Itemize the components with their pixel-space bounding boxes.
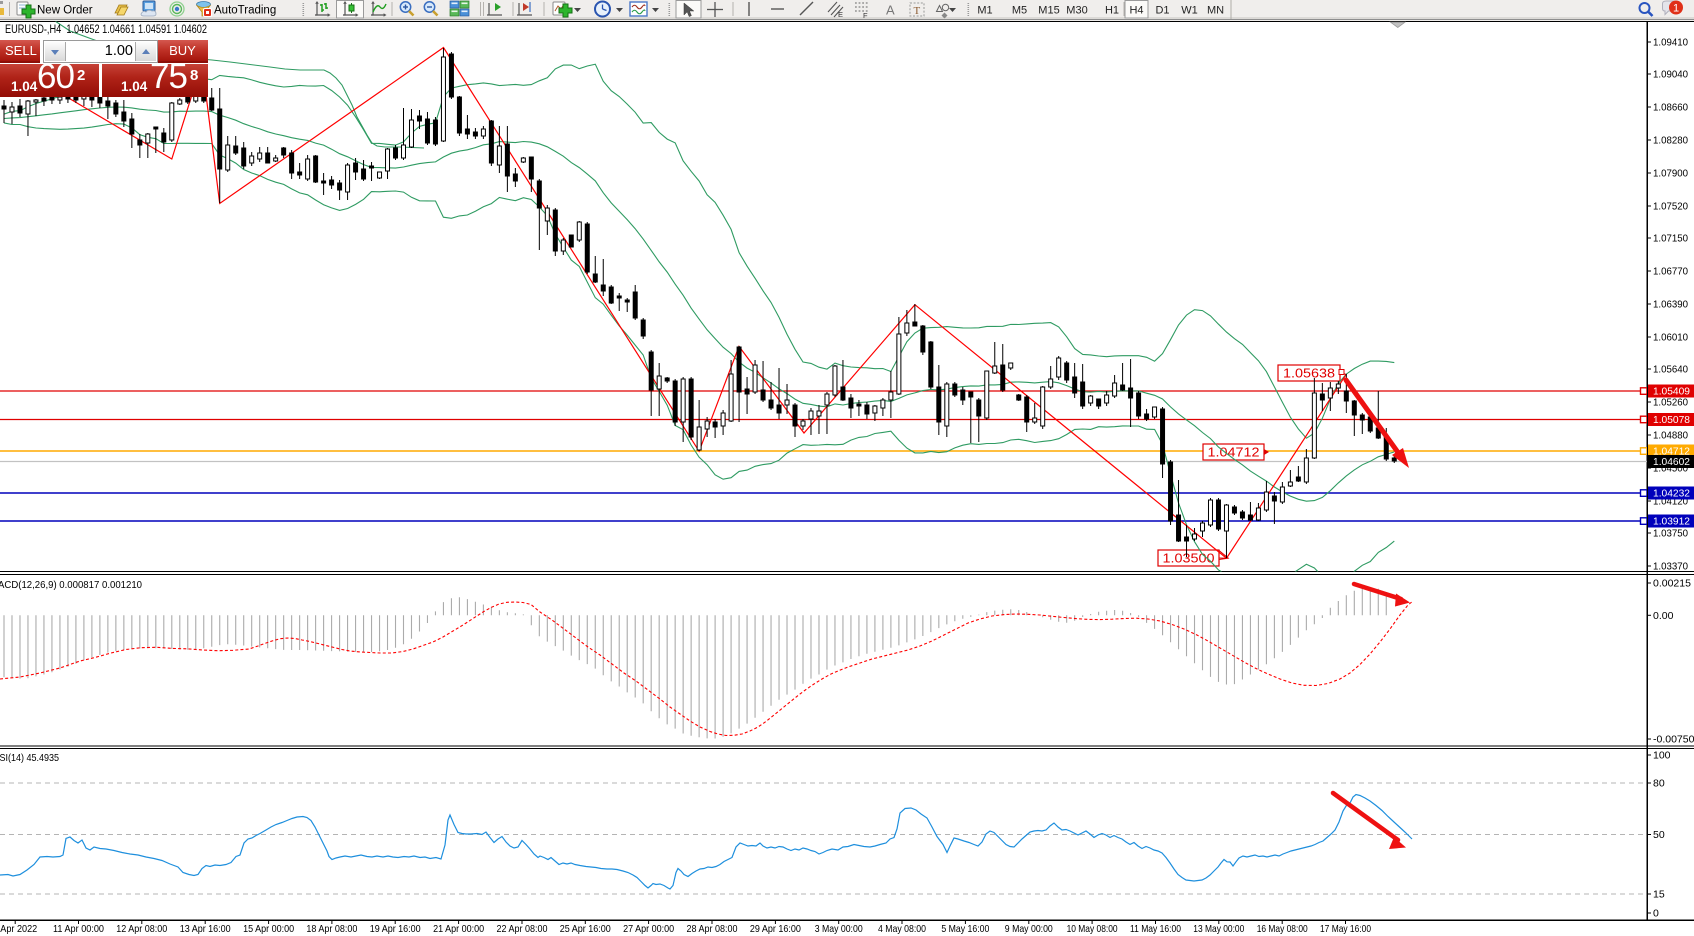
svg-text:T: T	[914, 5, 921, 17]
svg-text:0.00: 0.00	[1653, 610, 1674, 622]
svg-text:1.05640: 1.05640	[1653, 364, 1688, 376]
svg-text:10 May 08:00: 10 May 08:00	[1067, 924, 1118, 935]
svg-text:-0.007503: -0.007503	[1653, 734, 1694, 746]
svg-text:21 Apr 00:00: 21 Apr 00:00	[433, 924, 484, 935]
svg-text:11 Apr 00:00: 11 Apr 00:00	[53, 924, 104, 935]
svg-text:15 Apr 00:00: 15 Apr 00:00	[243, 924, 294, 935]
svg-text:8 Apr 2022: 8 Apr 2022	[0, 924, 37, 935]
svg-text:12 Apr 08:00: 12 Apr 08:00	[116, 924, 167, 935]
svg-text:1.09410: 1.09410	[1653, 37, 1688, 49]
svg-text:H1: H1	[1105, 5, 1119, 17]
svg-text:M15: M15	[1038, 5, 1059, 17]
svg-text:0: 0	[1653, 908, 1659, 920]
svg-text:RSI(14) 45.4935: RSI(14) 45.4935	[0, 752, 59, 764]
svg-text:1.03370: 1.03370	[1653, 561, 1688, 573]
svg-text:17 May 16:00: 17 May 16:00	[1320, 924, 1371, 935]
svg-text:0.00215: 0.00215	[1653, 578, 1691, 590]
svg-text:1.05078: 1.05078	[1653, 414, 1690, 426]
svg-text:A: A	[886, 3, 895, 18]
svg-text:1.07900: 1.07900	[1653, 168, 1688, 180]
svg-text:100: 100	[1653, 750, 1671, 762]
svg-text:1.07520: 1.07520	[1653, 201, 1688, 213]
svg-text:80: 80	[1653, 778, 1665, 790]
svg-text:1.03912: 1.03912	[1653, 516, 1690, 528]
svg-text:1.06010: 1.06010	[1653, 332, 1688, 344]
svg-text:1.09040: 1.09040	[1653, 69, 1688, 81]
svg-text:1.06390: 1.06390	[1653, 299, 1688, 311]
svg-text:EURUSD-,H4 1.04652 1.04661 1.: EURUSD-,H4 1.04652 1.04661 1.04591 1.046…	[5, 24, 207, 36]
svg-text:E: E	[838, 10, 843, 19]
svg-text:M5: M5	[1012, 5, 1027, 17]
svg-text:1.04232: 1.04232	[1653, 488, 1690, 500]
svg-text:1: 1	[1673, 3, 1679, 15]
svg-text:AutoTrading: AutoTrading	[214, 5, 276, 17]
svg-text:28 Apr 08:00: 28 Apr 08:00	[687, 924, 738, 935]
svg-text:16 May 08:00: 16 May 08:00	[1257, 924, 1308, 935]
svg-text:1.04712: 1.04712	[1208, 445, 1260, 460]
svg-text:22 Apr 08:00: 22 Apr 08:00	[497, 924, 548, 935]
svg-text:1.08660: 1.08660	[1653, 102, 1688, 114]
svg-text:1.03750: 1.03750	[1653, 528, 1688, 540]
svg-text:18 Apr 08:00: 18 Apr 08:00	[306, 924, 357, 935]
svg-text:1.07150: 1.07150	[1653, 233, 1688, 245]
svg-text:W1: W1	[1181, 5, 1198, 17]
svg-text:F: F	[863, 11, 868, 20]
svg-text:3 May 00:00: 3 May 00:00	[815, 924, 863, 935]
svg-text:D1: D1	[1155, 5, 1169, 17]
svg-text:MACD(12,26,9) 0.000817 0.00121: MACD(12,26,9) 0.000817 0.001210	[0, 579, 142, 591]
svg-text:1.05638: 1.05638	[1283, 366, 1335, 381]
svg-text:1.04880: 1.04880	[1653, 430, 1688, 442]
svg-text:1.06770: 1.06770	[1653, 266, 1688, 278]
svg-text:1.04602: 1.04602	[1653, 456, 1690, 468]
svg-text:25 Apr 16:00: 25 Apr 16:00	[560, 924, 611, 935]
svg-text:9 May 00:00: 9 May 00:00	[1005, 924, 1053, 935]
svg-text:M1: M1	[977, 5, 992, 17]
svg-text:4 May 08:00: 4 May 08:00	[878, 924, 926, 935]
svg-text:1.05260: 1.05260	[1653, 397, 1688, 409]
svg-text:29 Apr 16:00: 29 Apr 16:00	[750, 924, 801, 935]
svg-text:1.08280: 1.08280	[1653, 135, 1688, 147]
svg-text:H4: H4	[1129, 5, 1143, 17]
svg-text:1.03500: 1.03500	[1163, 551, 1215, 566]
svg-text:1.05409: 1.05409	[1653, 386, 1690, 398]
svg-text:11 May 16:00: 11 May 16:00	[1130, 924, 1181, 935]
svg-text:13 Apr 16:00: 13 Apr 16:00	[180, 924, 231, 935]
svg-text:13 May 00:00: 13 May 00:00	[1193, 924, 1244, 935]
svg-text:50: 50	[1653, 829, 1665, 841]
svg-text:1.04712: 1.04712	[1653, 446, 1690, 458]
svg-text:27 Apr 00:00: 27 Apr 00:00	[623, 924, 674, 935]
svg-text:M30: M30	[1066, 5, 1087, 17]
svg-text:19 Apr 16:00: 19 Apr 16:00	[370, 924, 421, 935]
svg-text:15: 15	[1653, 889, 1665, 901]
svg-text:5 May 16:00: 5 May 16:00	[941, 924, 989, 935]
svg-text:New Order: New Order	[37, 5, 93, 17]
svg-text:MN: MN	[1207, 5, 1224, 17]
